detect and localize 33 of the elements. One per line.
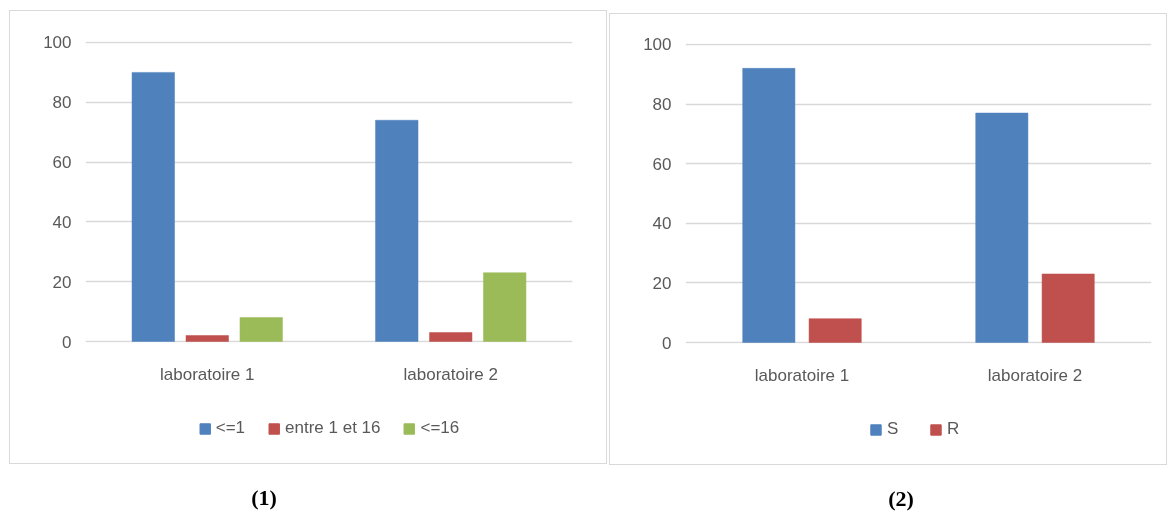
y-tick-label: 0	[662, 333, 672, 353]
y-tick-label: 100	[643, 35, 672, 55]
bar	[185, 335, 229, 342]
bar	[239, 317, 283, 342]
x-tick-label: laboratoire 1	[160, 364, 255, 384]
bar	[483, 272, 527, 342]
y-tick-label: 40	[652, 214, 672, 234]
legend-label: R	[947, 419, 961, 439]
bar	[1041, 273, 1095, 343]
text: (2)	[888, 485, 914, 513]
legend-label: <=16	[420, 418, 460, 438]
y-tick-label: 40	[52, 212, 72, 232]
text: (1)	[251, 484, 277, 512]
legend-label: S	[887, 419, 900, 439]
bar	[808, 318, 862, 343]
legend-label: <=1	[215, 418, 246, 438]
y-tick-label: 0	[62, 332, 72, 352]
y-tick-label: 20	[52, 272, 72, 292]
y-tick-label: 80	[652, 95, 672, 115]
bar	[131, 72, 175, 342]
x-tick-label: laboratoire 1	[754, 365, 850, 385]
bar	[975, 112, 1029, 343]
y-tick-label: 80	[52, 93, 72, 113]
bar	[429, 332, 473, 342]
y-tick-label: 60	[652, 154, 672, 174]
y-tick-label: 100	[43, 33, 72, 53]
y-tick-label: 60	[52, 153, 72, 173]
bar	[375, 119, 419, 342]
bar	[742, 68, 796, 343]
y-tick-label: 20	[652, 273, 672, 293]
x-tick-label: laboratoire 2	[403, 364, 499, 384]
legend-label: entre 1 et 16	[285, 418, 381, 438]
x-tick-label: laboratoire 2	[987, 365, 1083, 385]
